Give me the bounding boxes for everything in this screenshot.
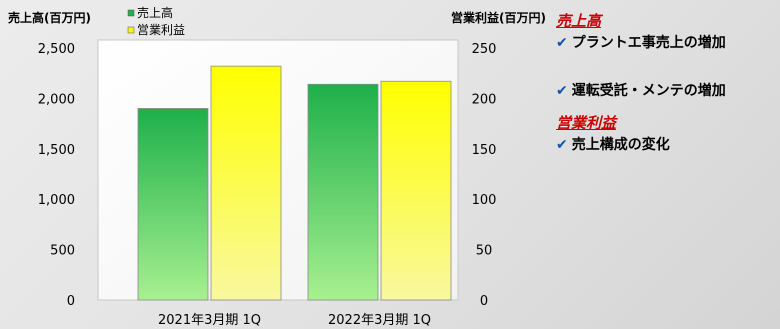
right-tick-label: 100 [472,193,497,208]
left-tick-label: 500 [50,244,75,259]
sales-note-1-text: プラントエ事売上の増加 [571,35,726,51]
legend-swatch [127,9,135,17]
legend-label: 売上高 [137,5,173,20]
sales-bar [137,108,209,301]
category-label: 2022年3月期 1Q [328,313,431,328]
left-axis-ticks: 0 500 1,000 1,500 2,000 2,500 [38,42,75,309]
check-icon: ✔ [556,137,568,153]
left-tick-label: 1,500 [38,143,75,158]
right-axis-ticks: 0 50 100 150 200 250 [472,42,497,309]
right-tick-label: 250 [472,42,497,57]
profit-bar [380,80,452,301]
check-icon: ✔ [556,83,568,99]
right-tick-label: 0 [480,294,488,309]
right-tick-label: 150 [472,143,497,158]
sales-note-2-text: 運転受託・メンテの増加 [571,83,726,99]
check-icon: ✔ [556,35,568,51]
sales-note-2: ✔ 運転受託・メンテの増加 [556,80,780,102]
right-axis-title: 営業利益(百万円) [451,10,546,25]
right-tick-label: 200 [472,92,497,107]
bars [137,65,452,301]
sales-note-1: ✔ プラントエ事売上の増加 [556,32,780,54]
category-label: 2021年3月期 1Q [158,313,261,328]
sales-heading: 売上高 [556,12,602,30]
profit-note-1-text: 売上構成の変化 [571,137,670,153]
left-tick-label: 0 [67,294,75,309]
category-labels: 2021年3月期 1Q 2022年3月期 1Q [158,313,431,328]
notes-panel: 売上高 ✔ プラントエ事売上の増加 ✔ 運転受託・メンテの増加 営業利益 ✔ 売上構成… [556,10,780,156]
left-tick-label: 2,500 [38,42,75,57]
left-tick-label: 1,000 [38,193,75,208]
profit-heading: 営業利益 [556,114,617,132]
profit-bar [210,65,282,301]
right-tick-label: 50 [476,244,493,259]
left-tick-label: 2,000 [38,92,75,107]
profit-note-1: ✔ 売上構成の変化 [556,134,780,156]
left-axis-title: 売上高(百万円) [8,10,91,25]
sales-bar [307,83,379,301]
legend-swatch [127,26,135,34]
legend-label: 営業利益 [137,23,185,37]
